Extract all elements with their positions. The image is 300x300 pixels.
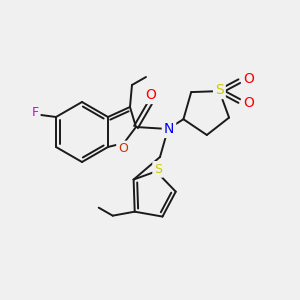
Text: O: O	[243, 72, 254, 86]
Text: O: O	[243, 96, 254, 110]
Text: S: S	[154, 163, 162, 176]
Text: O: O	[118, 142, 128, 155]
Text: N: N	[164, 122, 174, 136]
Text: O: O	[146, 88, 156, 102]
Text: F: F	[32, 106, 39, 118]
Text: S: S	[215, 83, 224, 97]
